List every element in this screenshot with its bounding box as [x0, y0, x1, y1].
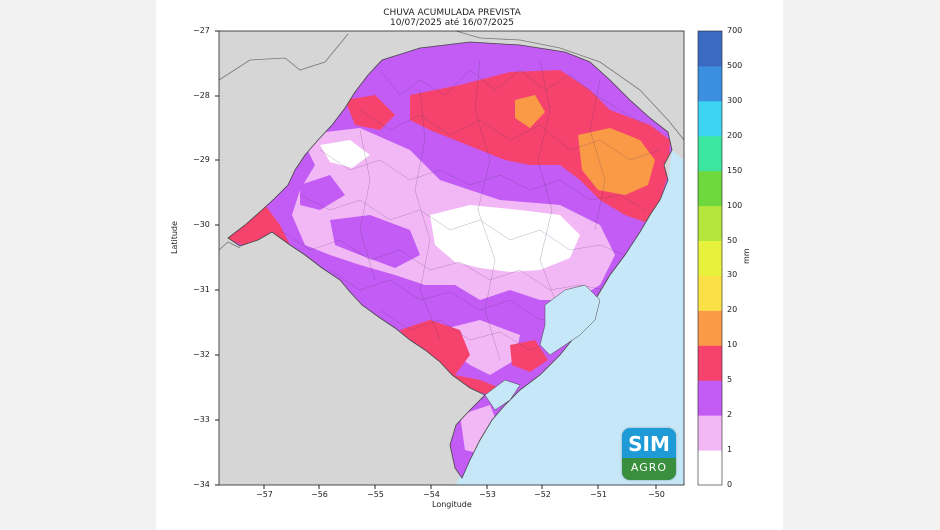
- colorbar-tick-label: 50: [727, 235, 738, 245]
- colorbar-segment: [698, 345, 722, 381]
- y-tick-label: −30: [193, 220, 210, 229]
- y-tick-label: −28: [193, 91, 210, 100]
- west-border: [218, 241, 241, 251]
- x-tick-label: −57: [256, 490, 273, 499]
- x-tick-label: −55: [367, 490, 384, 499]
- y-axis: [215, 30, 219, 486]
- colorbar-tick-label: 500: [727, 60, 743, 70]
- y-tick-label: −29: [193, 155, 210, 164]
- x-axis: [263, 485, 657, 489]
- colorbar-segment: [698, 415, 722, 451]
- colorbar-tick-label: 30: [727, 270, 738, 280]
- x-axis-label: Longitude: [432, 500, 472, 509]
- x-tick-label: −52: [534, 490, 551, 499]
- colorbar: [698, 31, 722, 486]
- colorbar-tick-label: 200: [727, 130, 743, 140]
- colorbar-tick-label: 150: [727, 165, 743, 175]
- colorbar-tick-label: 5: [727, 375, 733, 385]
- logo-sim-text: SIM: [628, 432, 670, 456]
- colorbar-segment: [698, 275, 722, 311]
- chart-subtitle: 10/07/2025 até 16/07/2025: [389, 18, 515, 28]
- simagro-logo: SIM AGRO: [622, 428, 676, 480]
- colorbar-frame: [697, 30, 723, 486]
- colorbar-segment: [698, 450, 722, 486]
- colorbar-segment: [698, 170, 722, 207]
- colorbar-segment: [698, 240, 722, 276]
- logo-green-band: [622, 458, 676, 480]
- y-tick-label: −34: [193, 480, 210, 489]
- colorbar-unit-label: mm: [742, 248, 751, 264]
- colorbar-segment: [698, 100, 722, 137]
- colorbar-segment: [698, 310, 722, 346]
- colorbar-segment: [698, 135, 722, 172]
- colorbar-segment: [698, 205, 722, 242]
- colorbar-tick-label: 0: [727, 480, 733, 489]
- y-tick-label: −32: [193, 350, 210, 359]
- y-tick-label: −33: [193, 415, 210, 424]
- logo-agro-text: AGRO: [630, 461, 668, 474]
- ocean: [455, 150, 684, 485]
- colorbar-segment: [698, 65, 722, 102]
- x-tick-label: −50: [648, 490, 665, 499]
- colorbar-tick-label: 2: [727, 410, 733, 420]
- x-tick-label: −53: [479, 490, 496, 499]
- colorbar-tick-label: 10: [727, 340, 738, 350]
- x-tick-label: −56: [311, 490, 328, 499]
- y-axis-label: Latitude: [170, 221, 179, 254]
- country-border: [218, 30, 685, 141]
- colorbar-tick-label: 300: [727, 95, 743, 105]
- y-tick-label: −27: [193, 26, 210, 35]
- x-tick-label: −51: [590, 490, 607, 499]
- y-tick-label: −31: [193, 285, 210, 294]
- colorbar-segment: [698, 31, 722, 67]
- plot-frame: [218, 30, 685, 486]
- colorbar-tick-label: 700: [727, 26, 743, 35]
- colorbar-tick-label: 1: [727, 445, 733, 455]
- x-tick-label: −54: [423, 490, 440, 499]
- lagoon-south: [484, 379, 521, 411]
- colorbar-tick-label: 100: [727, 200, 743, 210]
- colorbar-tick-label: 20: [727, 305, 738, 315]
- colorbar-segment: [698, 380, 722, 416]
- lagoon: [539, 284, 601, 356]
- chart-title: CHUVA ACUMULADA PREVISTA: [383, 8, 521, 18]
- municipal-boundaries: [279, 59, 661, 361]
